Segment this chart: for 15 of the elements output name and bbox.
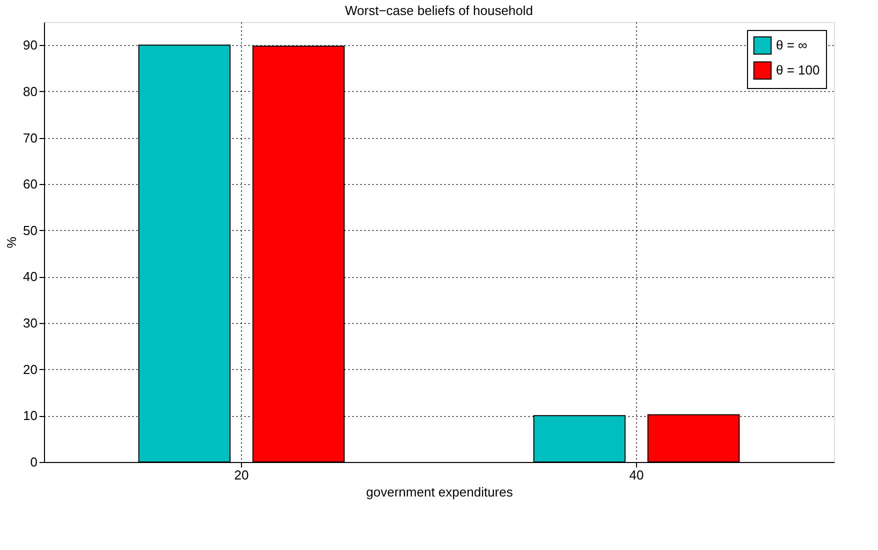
- y-tick-label: 0: [30, 454, 38, 470]
- y-tick-label: 50: [23, 222, 38, 238]
- x-axis-title: government expenditures: [366, 484, 514, 500]
- y-tick-label: 60: [23, 176, 38, 192]
- y-tick-label: 80: [23, 84, 38, 99]
- y-tick-label: 10: [23, 408, 38, 424]
- legend-label: θ = 100: [776, 62, 820, 78]
- legend-label: θ = ∞: [776, 38, 808, 52]
- y-tick-label: 70: [23, 130, 38, 146]
- y-axis-title: %: [4, 236, 20, 248]
- y-tick-label: 30: [23, 316, 38, 331]
- y-tick-label: 90: [23, 38, 38, 53]
- chart-title: Worst−case beliefs of household: [344, 3, 534, 18]
- y-tick-label: 20: [23, 362, 38, 377]
- y-tick-label: 40: [23, 269, 38, 284]
